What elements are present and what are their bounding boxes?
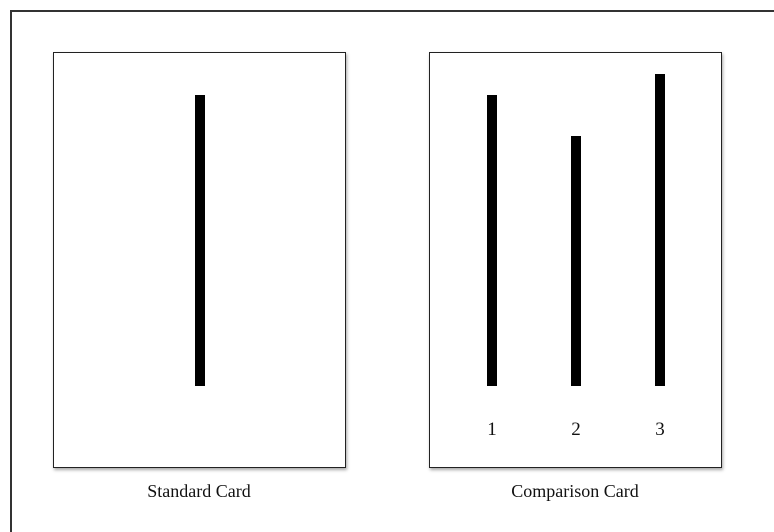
line-label-1: 1: [487, 419, 497, 440]
line-label-2: 2: [571, 419, 581, 440]
comparison-card: 1 2 3: [429, 52, 722, 468]
standard-card-caption: Standard Card: [147, 481, 251, 501]
comparison-line-3: [655, 74, 665, 386]
standard-card: [53, 52, 346, 468]
line-label-3: 3: [655, 419, 665, 440]
comparison-line-1: [487, 95, 497, 386]
standard-line: [195, 95, 205, 386]
comparison-card-caption: Comparison Card: [511, 481, 639, 501]
comparison-line-2: [571, 136, 581, 386]
